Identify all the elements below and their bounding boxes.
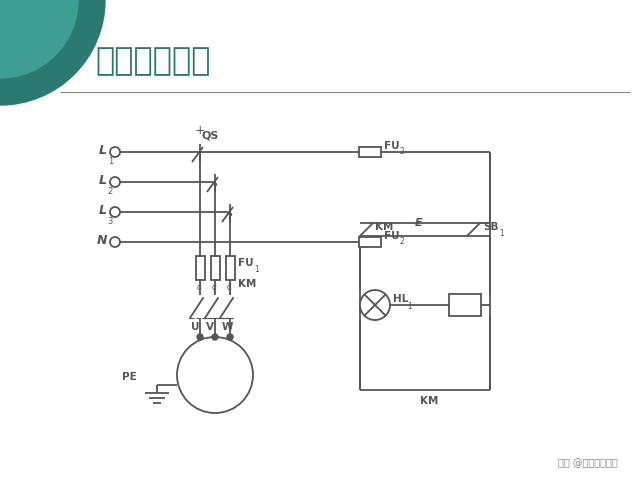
Circle shape [197,334,203,340]
Text: 2: 2 [400,237,404,246]
Text: N: N [97,233,107,247]
Text: d: d [197,284,202,292]
Text: QS: QS [202,130,220,140]
Text: 3: 3 [108,217,113,226]
Text: PE: PE [122,372,137,382]
Text: d: d [227,284,232,292]
Text: FU: FU [384,231,399,241]
Circle shape [0,0,78,78]
Text: 2: 2 [400,147,404,156]
Text: L: L [99,144,107,156]
Text: 头条 @徐州俵哥五金: 头条 @徐州俵哥五金 [558,458,618,468]
Text: d: d [212,284,217,292]
Circle shape [0,0,105,105]
Bar [449,294,481,316]
Text: KM: KM [238,279,257,289]
Circle shape [227,334,233,340]
Circle shape [110,237,120,247]
Circle shape [360,290,390,320]
Text: L: L [99,173,107,187]
Text: V: V [206,322,214,332]
Circle shape [212,334,218,340]
Text: SB: SB [483,222,499,232]
Text: W: W [221,322,233,332]
Text: 2: 2 [108,187,113,196]
Text: HL: HL [393,294,408,304]
Text: FU: FU [384,141,399,151]
Circle shape [110,147,120,157]
Text: FU: FU [238,258,253,268]
Text: U: U [191,322,199,332]
Text: 1: 1 [499,229,504,238]
Text: M: M [207,358,223,376]
Bar [225,256,234,280]
Text: L: L [99,204,107,216]
Text: 3~: 3~ [206,379,224,392]
Text: +: + [195,123,205,136]
Text: 1: 1 [407,302,412,311]
Text: 点动控制电路: 点动控制电路 [95,47,211,77]
Bar [211,256,220,280]
Text: 1: 1 [254,265,259,274]
Bar [359,147,381,157]
Circle shape [110,207,120,217]
Bar [359,237,381,247]
Circle shape [177,337,253,413]
Text: 1: 1 [108,157,113,166]
Text: KM: KM [375,222,394,232]
Bar [195,256,205,280]
Text: E: E [415,218,422,228]
Text: KM: KM [420,396,438,406]
Circle shape [110,177,120,187]
